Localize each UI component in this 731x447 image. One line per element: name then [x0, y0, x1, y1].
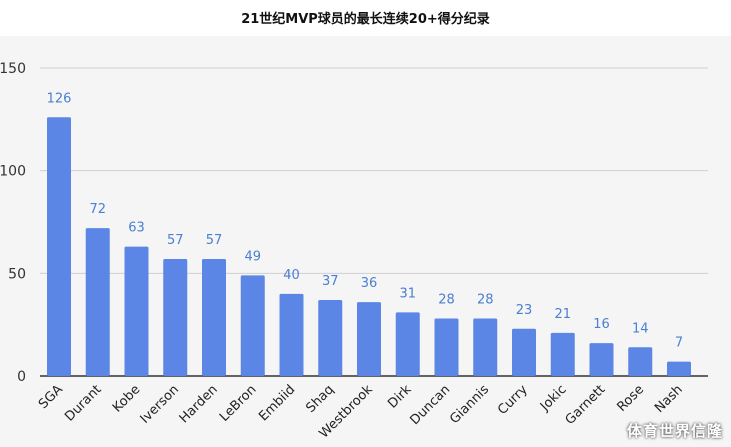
data-label: 63	[128, 221, 145, 236]
x-tick-label: Shaq	[303, 382, 337, 416]
bar	[124, 246, 149, 376]
x-tick-label: SGA	[36, 382, 66, 412]
x-tick-label: Garnett	[563, 382, 609, 428]
bar	[667, 361, 691, 376]
x-tick-label: Iverson	[138, 382, 182, 426]
x-tick-label: LeBron	[217, 382, 260, 425]
bar	[240, 275, 265, 376]
bar	[434, 318, 459, 376]
data-label: 72	[89, 202, 106, 217]
x-tick-label: Dirk	[385, 382, 415, 412]
x-tick-label: Giannis	[447, 382, 492, 427]
x-tick-label: Kobe	[110, 382, 143, 415]
y-tick-label: 100	[0, 164, 26, 180]
watermark-text: 体育世界信隆	[626, 422, 723, 440]
x-tick-label: Curry	[495, 382, 531, 418]
x-tick-label: Duncan	[407, 382, 453, 428]
data-label: 14	[632, 321, 649, 336]
x-tick-label: Harden	[177, 382, 221, 426]
bar	[473, 318, 498, 376]
data-label: 57	[167, 233, 184, 248]
y-tick-label: 50	[8, 266, 26, 282]
chart-title: 21世纪MVP球员的最长连续20+得分纪录	[241, 12, 490, 27]
chart-area	[0, 36, 731, 447]
bar	[550, 332, 575, 376]
data-label: 40	[283, 268, 300, 283]
data-label: 31	[399, 286, 416, 301]
x-tick-label: Embiid	[256, 382, 298, 424]
data-label: 28	[438, 293, 455, 308]
data-label: 57	[206, 233, 223, 248]
y-tick-label: 150	[0, 61, 26, 77]
chart-header: 21世纪MVP球员的最长连续20+得分纪录	[0, 0, 731, 36]
data-label: 23	[516, 303, 533, 318]
bar	[628, 347, 653, 376]
data-label: 7	[675, 336, 683, 351]
bar	[202, 258, 226, 376]
bar	[318, 300, 343, 376]
data-label: 28	[477, 293, 494, 308]
bar	[512, 328, 536, 376]
y-tick-label: 0	[17, 369, 26, 385]
data-label: 36	[361, 276, 378, 291]
x-tick-label: Durant	[62, 382, 104, 424]
x-tick-label: Nash	[652, 382, 686, 416]
data-label: 126	[47, 91, 72, 106]
bar	[395, 312, 420, 376]
x-tick-label: Rose	[614, 382, 647, 415]
data-label: 49	[244, 249, 261, 264]
data-label: 37	[322, 274, 339, 289]
bar	[357, 302, 381, 376]
data-label: 16	[593, 317, 610, 332]
bar	[279, 293, 304, 376]
bar	[47, 117, 71, 376]
bar	[163, 258, 188, 376]
x-tick-label: Jokic	[537, 382, 570, 415]
bar	[85, 228, 110, 376]
bar	[589, 343, 614, 376]
data-label: 21	[554, 307, 571, 322]
